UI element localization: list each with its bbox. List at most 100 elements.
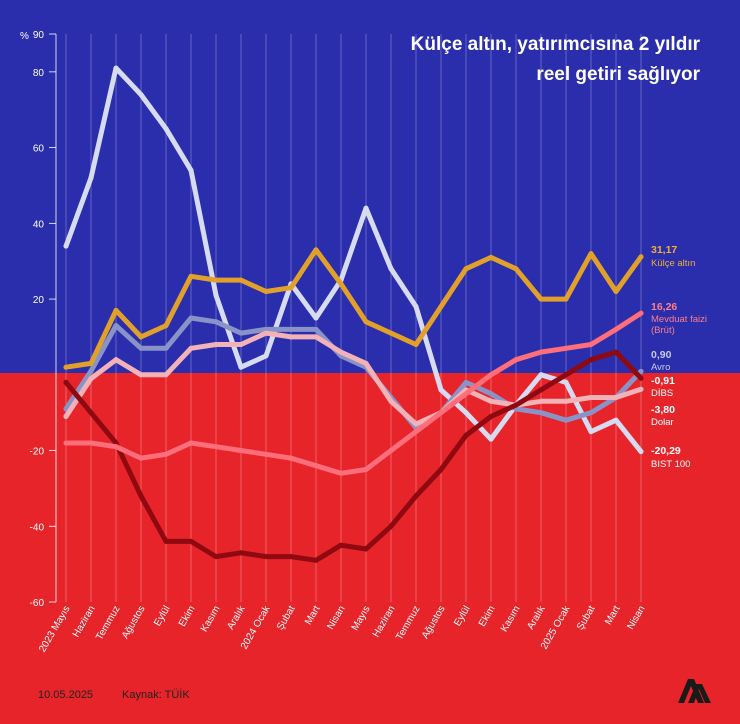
data-point bbox=[163, 345, 169, 351]
data-point bbox=[263, 326, 269, 332]
title-line-1: Külçe altın, yatırımcısına 2 yıldır bbox=[410, 34, 700, 55]
data-point bbox=[463, 391, 469, 397]
data-point bbox=[413, 493, 419, 499]
data-point bbox=[313, 326, 319, 332]
data-point bbox=[413, 342, 419, 348]
date-label: 10.05.2025 bbox=[38, 689, 94, 701]
data-point bbox=[338, 349, 344, 355]
data-point bbox=[138, 455, 144, 461]
data-point bbox=[288, 554, 294, 560]
series-end-value: 0,90 bbox=[651, 349, 672, 361]
data-point bbox=[463, 379, 469, 385]
data-point bbox=[413, 429, 419, 435]
data-point bbox=[138, 334, 144, 340]
data-point bbox=[263, 451, 269, 457]
data-point bbox=[288, 326, 294, 332]
data-point bbox=[413, 421, 419, 427]
series-name-label: Külçe altın bbox=[651, 258, 695, 269]
data-point bbox=[638, 254, 644, 260]
data-point bbox=[613, 395, 619, 401]
data-point bbox=[388, 330, 394, 336]
data-point bbox=[63, 379, 69, 385]
series-line bbox=[63, 310, 644, 476]
y-tick-label: -20 bbox=[30, 447, 45, 458]
data-point bbox=[588, 357, 594, 363]
data-point bbox=[563, 417, 569, 423]
data-point bbox=[288, 334, 294, 340]
data-point bbox=[213, 554, 219, 560]
data-point bbox=[363, 360, 369, 366]
data-point bbox=[63, 413, 69, 419]
data-point bbox=[188, 345, 194, 351]
y-unit-label: % bbox=[20, 31, 29, 42]
y-tick-label: -60 bbox=[30, 598, 45, 609]
data-point bbox=[88, 175, 94, 181]
y-tick-label: 60 bbox=[33, 144, 45, 155]
data-point bbox=[113, 357, 119, 363]
data-point bbox=[488, 436, 494, 442]
data-point bbox=[488, 391, 494, 397]
series-line bbox=[63, 330, 644, 427]
data-point bbox=[363, 466, 369, 472]
data-point bbox=[388, 398, 394, 404]
series-line bbox=[63, 315, 644, 431]
data-point bbox=[288, 455, 294, 461]
data-point bbox=[563, 296, 569, 302]
series-end-value: 16,26 bbox=[651, 301, 677, 313]
data-point bbox=[113, 307, 119, 313]
data-point bbox=[263, 554, 269, 560]
data-point bbox=[63, 440, 69, 446]
data-point bbox=[238, 550, 244, 556]
data-point bbox=[138, 372, 144, 378]
data-point bbox=[588, 342, 594, 348]
y-tick-label: 90 bbox=[33, 30, 45, 41]
data-point bbox=[438, 466, 444, 472]
data-point bbox=[363, 319, 369, 325]
data-point bbox=[538, 372, 544, 378]
data-point bbox=[438, 304, 444, 310]
series-line bbox=[63, 247, 644, 370]
data-point bbox=[88, 376, 94, 382]
data-point bbox=[613, 288, 619, 294]
data-point bbox=[113, 65, 119, 71]
data-point bbox=[538, 398, 544, 404]
data-point bbox=[188, 440, 194, 446]
data-point bbox=[263, 353, 269, 359]
data-point bbox=[338, 470, 344, 476]
data-point bbox=[638, 310, 644, 316]
data-point bbox=[563, 398, 569, 404]
series-name-label: DİBS bbox=[651, 388, 673, 399]
data-point bbox=[388, 266, 394, 272]
data-point bbox=[463, 432, 469, 438]
series-end-value: 31,17 bbox=[651, 244, 677, 256]
data-point bbox=[538, 387, 544, 393]
title-line-2: reel getiri sağlıyor bbox=[536, 64, 700, 85]
y-tick-label: 40 bbox=[33, 219, 45, 230]
data-point bbox=[338, 281, 344, 287]
data-point bbox=[188, 273, 194, 279]
data-point bbox=[463, 410, 469, 416]
data-point bbox=[163, 451, 169, 457]
series-lines bbox=[63, 65, 644, 563]
data-point bbox=[313, 247, 319, 253]
data-point bbox=[88, 440, 94, 446]
y-tick-label: -40 bbox=[30, 522, 45, 533]
data-point bbox=[213, 319, 219, 325]
data-point bbox=[538, 349, 544, 355]
data-point bbox=[313, 315, 319, 321]
y-axis-ticks: -60 -40 -20 20 40 60 80 90 bbox=[30, 30, 56, 609]
data-point bbox=[538, 296, 544, 302]
data-point bbox=[313, 334, 319, 340]
series-line bbox=[63, 65, 644, 455]
series-name-label: BIST 100 bbox=[651, 459, 690, 470]
series-line bbox=[63, 349, 644, 563]
data-point bbox=[463, 266, 469, 272]
data-point bbox=[638, 386, 644, 392]
data-point bbox=[263, 330, 269, 336]
data-point bbox=[113, 444, 119, 450]
data-point bbox=[213, 342, 219, 348]
data-point bbox=[363, 546, 369, 552]
